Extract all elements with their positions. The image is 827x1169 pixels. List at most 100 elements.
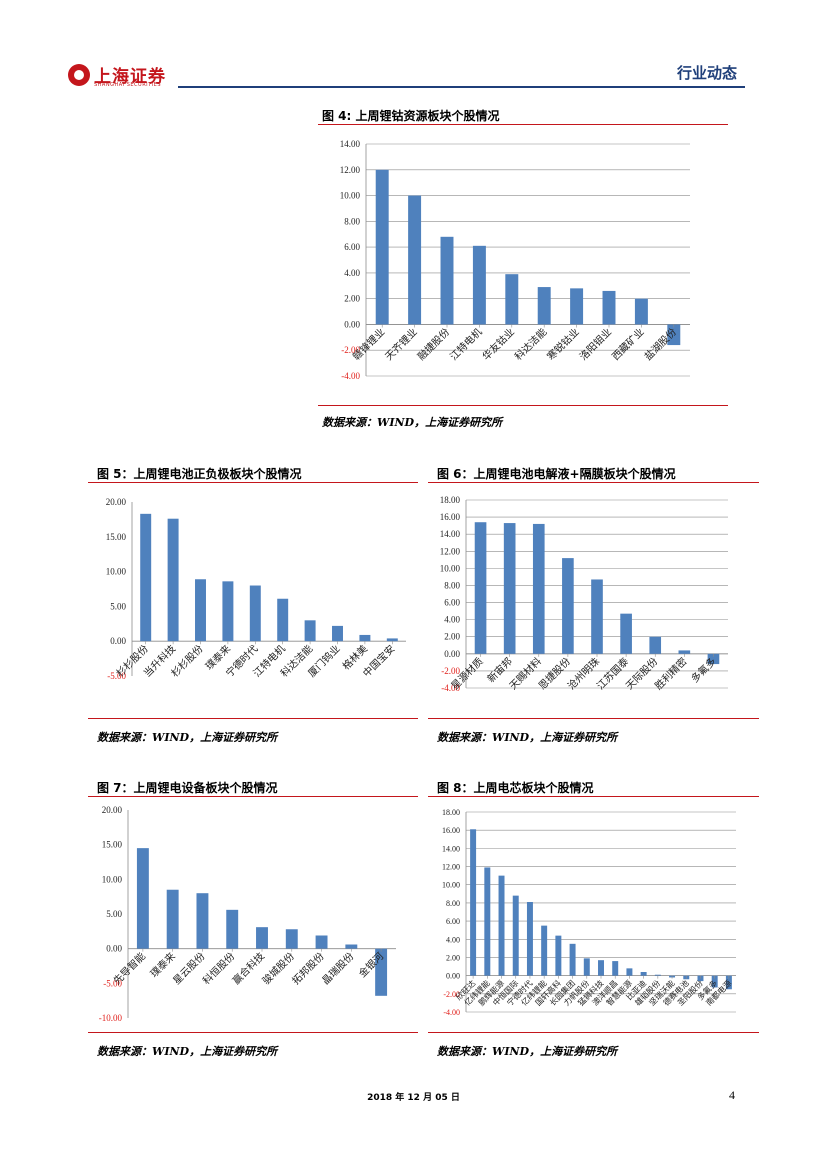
x-tick-label: 璞泰来 (147, 950, 177, 980)
y-tick-label: 0.00 (106, 944, 122, 954)
y-tick-label: 6.00 (446, 917, 460, 926)
x-tick-label: 新宙邦 (484, 655, 514, 685)
x-tick-label: 天齐锂业 (382, 325, 419, 362)
y-tick-label: -4.00 (443, 1008, 460, 1017)
bar (375, 169, 389, 325)
bar (375, 948, 388, 996)
y-tick-label: 15.00 (102, 840, 123, 850)
x-tick-label: 华友钴业 (479, 325, 516, 362)
y-tick-label: 8.00 (344, 216, 360, 226)
y-tick-label: 5.00 (106, 909, 122, 919)
y-tick-label: 5.00 (110, 601, 126, 611)
bar (140, 513, 152, 642)
bar (570, 288, 584, 325)
bar (649, 636, 662, 654)
bar (640, 972, 647, 976)
fig6-chart: 18.00 16.00 14.00 12.00 10.00 8.00 6.00 4.00 2.0… (440, 495, 728, 693)
fig6-source: 数据来源：WIND，上海证券研究所 (437, 731, 618, 744)
logo-emblem-icon (68, 64, 90, 86)
y-tick-label: 0.00 (110, 636, 126, 646)
y-tick-label: 10.00 (440, 563, 461, 573)
bar (583, 958, 590, 976)
y-tick-label: 0.00 (446, 972, 460, 981)
y-tick-label: -5.00 (107, 671, 126, 681)
bar (707, 653, 720, 665)
y-tick-label: -4.00 (341, 371, 360, 381)
bar (537, 287, 551, 325)
bar (196, 893, 209, 949)
x-tick-label: 西藏矿业 (609, 325, 646, 362)
y-tick-label: 14.00 (340, 139, 361, 149)
bar (626, 968, 633, 976)
bar (470, 829, 477, 976)
fig7-source: 数据来源：WIND，上海证券研究所 (97, 1045, 278, 1058)
bar (541, 925, 548, 976)
x-tick-label: 胜利精密 (652, 655, 689, 692)
y-tick-label: -2.00 (341, 345, 360, 355)
bar (667, 324, 681, 346)
x-tick-label: 科达洁能 (512, 325, 549, 362)
footer-date: 2018 年 12 月 05 日 (367, 1093, 460, 1103)
bar (408, 195, 422, 325)
bar (634, 298, 648, 325)
bar (678, 650, 691, 654)
x-tick-label: 先导智能 (111, 950, 148, 987)
fig6-bottom-rule (428, 718, 759, 719)
fig4-title-rule (318, 124, 728, 125)
x-tick-label: 赣锋锂业 (350, 325, 387, 362)
fig7-bottom-rule (88, 1032, 418, 1033)
bar (602, 290, 616, 325)
bar (725, 975, 732, 990)
bar (512, 895, 519, 976)
x-tick-label: 融捷股份 (415, 325, 452, 362)
y-tick-label: 4.00 (444, 615, 460, 625)
page-number: 4 (729, 1088, 735, 1102)
x-tick-label: 赢合科技 (230, 950, 267, 987)
x-tick-label: 科恒股份 (200, 950, 237, 987)
x-tick-label: 骏城股份 (259, 950, 296, 987)
y-tick-label: 14.00 (440, 529, 461, 539)
fig8-source: 数据来源：WIND，上海证券研究所 (437, 1045, 618, 1058)
bar (249, 585, 261, 642)
fig6-title-rule (428, 482, 759, 483)
y-tick-label: 0.00 (344, 319, 360, 329)
bar (612, 961, 619, 976)
bar (256, 927, 268, 949)
y-tick-label: -2.00 (441, 666, 460, 676)
y-tick-label: 15.00 (106, 532, 127, 542)
fig4-bottom-rule (318, 405, 728, 406)
y-tick-label: 8.00 (446, 899, 460, 908)
y-tick-label: 10.00 (340, 191, 361, 201)
bar (359, 634, 371, 642)
fig8-chart: 18.00 16.00 14.00 12.00 10.00 8.00 6.00 4.00 2.0… (442, 808, 736, 1017)
y-tick-label: 16.00 (442, 826, 460, 835)
bar (136, 848, 149, 949)
y-tick-label: 6.00 (444, 598, 460, 608)
bar (304, 620, 316, 642)
y-tick-label: 2.00 (444, 632, 460, 642)
bar (562, 558, 574, 654)
fig5-title: 图 5：上周锂电池正负极板块个股情况 (97, 467, 302, 481)
y-tick-label: 2.00 (344, 294, 360, 304)
fig8-title: 图 8：上周电芯板块个股情况 (437, 781, 594, 795)
y-tick-label: 18.00 (442, 808, 460, 817)
y-tick-label: -10.00 (99, 1013, 123, 1023)
y-tick-label: 8.00 (444, 580, 460, 590)
y-tick-label: 10.00 (442, 881, 460, 890)
bar (345, 944, 358, 949)
y-tick-label: -4.00 (441, 683, 460, 693)
fig7-title: 图 7：上周锂电设备板块个股情况 (97, 781, 278, 795)
bar (526, 902, 533, 976)
y-tick-label: 12.00 (340, 165, 361, 175)
y-tick-label: 0.00 (444, 649, 460, 659)
fig7-title-rule (88, 796, 418, 797)
fig5-chart: 20.0015.0010.005.000.00-5.00杉杉股份当升科技杉杉股份… (106, 497, 406, 681)
bar (332, 625, 343, 642)
y-tick-label: 4.00 (446, 935, 460, 944)
bar (711, 975, 718, 988)
logo-subtext: SHANGHAI SECURITIES (94, 82, 162, 88)
bar (503, 523, 516, 654)
fig5-bottom-rule (88, 718, 418, 719)
bar (484, 867, 491, 976)
bar (505, 274, 519, 325)
